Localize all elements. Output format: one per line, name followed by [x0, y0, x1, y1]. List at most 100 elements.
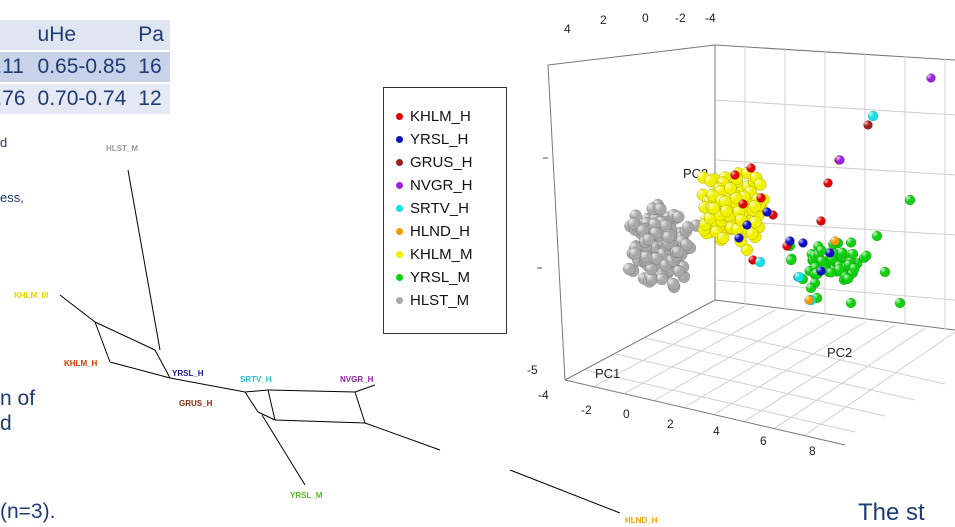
pca-point-highlight: [742, 181, 750, 189]
pca-point-highlight: [848, 249, 855, 256]
legend-item: NVGR_H: [396, 177, 473, 194]
note-fragment: d: [0, 135, 8, 150]
pca-point-highlight: [755, 257, 762, 264]
tree-label-yrsl-h: YRSL_H: [172, 369, 204, 378]
pca-point-highlight: [660, 259, 668, 267]
pca-point-highlight: [749, 216, 758, 224]
pca-point-highlight: [817, 256, 824, 263]
pca-point-highlight: [672, 246, 680, 254]
legend-dot-icon: [396, 273, 403, 281]
pca-point-highlight: [699, 201, 707, 209]
legend-item: KHLM_M: [396, 246, 473, 263]
tree-label-khlm-m: KHLM_M: [14, 291, 49, 300]
pca-point-highlight: [823, 179, 830, 185]
pca-point-highlight: [835, 156, 842, 162]
pca-point-highlight: [905, 195, 912, 202]
legend-dot-icon: [396, 296, 403, 304]
pca-point-highlight: [640, 251, 648, 259]
pca-point-highlight: [816, 217, 823, 223]
top-tick: 2: [600, 13, 607, 27]
tree-label-yrsl-m: YRSL_M: [290, 491, 323, 500]
legend-item: SRTV_H: [396, 200, 469, 217]
tree-label-grus-h: GRUS_H: [179, 399, 213, 408]
pc2-axis-label: PC2: [827, 345, 852, 360]
pca-point-highlight: [697, 172, 705, 180]
tree-label-nvgr-h: NVGR_H: [340, 375, 374, 384]
bottom-right-text: The st: [858, 499, 925, 526]
pca-points: [622, 73, 936, 309]
pca-point-highlight: [785, 237, 792, 243]
legend-dot-icon: [396, 204, 403, 212]
pca-point-highlight: [707, 190, 715, 198]
pca-point-highlight: [825, 249, 832, 255]
legend-dot-icon: [396, 135, 403, 143]
pca-point-highlight: [733, 206, 741, 214]
pca-point-highlight: [647, 203, 655, 211]
legend-label: YRSL_M: [410, 269, 471, 286]
pca-point-highlight: [628, 218, 636, 226]
top-tick: -2: [675, 11, 686, 25]
pca-point-highlight: [813, 241, 820, 248]
pca-point-highlight: [680, 239, 689, 247]
pca-point-highlight: [704, 212, 712, 220]
pca-point-highlight: [806, 283, 813, 290]
pca-point-highlight: [811, 262, 818, 269]
pca-point-highlight: [863, 121, 870, 127]
pca-point-highlight: [880, 267, 887, 274]
pca-point-highlight: [804, 295, 811, 302]
pc1-axis-label: PC1: [595, 366, 620, 381]
legend-dot-icon: [396, 158, 403, 166]
pca-point-highlight: [682, 221, 690, 229]
pca-point-highlight: [717, 177, 725, 185]
pca-point-highlight: [739, 200, 745, 206]
legend-dot-icon: [396, 227, 403, 235]
pca-point-highlight: [846, 298, 853, 305]
pca-point-highlight: [735, 234, 741, 240]
pca-point-highlight: [826, 267, 833, 274]
pca-point-highlight: [673, 265, 681, 274]
pca-point-highlight: [805, 266, 811, 273]
body-text-fragment: d: [0, 412, 12, 435]
pca-point-highlight: [708, 202, 716, 210]
pca-point-highlight: [730, 192, 738, 200]
pca-point-highlight: [629, 242, 638, 250]
bottom-tick: 6: [760, 434, 767, 448]
pca-point-highlight: [643, 234, 651, 242]
tree-label-khlm-h: KHLM_H: [64, 359, 98, 368]
pca-legend: KHLM_H YRSL_H GRUS_H NVGR_H SRTV_H HLND_…: [383, 87, 507, 334]
pca-point-highlight: [672, 211, 681, 219]
pca-point-highlight: [798, 239, 805, 245]
pca-point-highlight: [637, 225, 645, 233]
table-header-row: uHe Pa: [0, 20, 170, 51]
legend-dot-icon: [396, 181, 403, 189]
pca-point-highlight: [651, 253, 659, 261]
pca-point-highlight: [720, 205, 729, 213]
pca-point-highlight: [717, 232, 725, 240]
top-tick: 0: [642, 11, 649, 25]
bottom-tick: 2: [667, 417, 674, 431]
legend-label: KHLM_M: [410, 246, 473, 263]
pca-point-highlight: [850, 263, 856, 270]
legend-label: NVGR_H: [410, 177, 473, 194]
pca-point-highlight: [830, 237, 837, 243]
pca-point-highlight: [726, 222, 734, 230]
pca-point-highlight: [757, 194, 763, 200]
pca-point-highlight: [697, 189, 705, 197]
pca-point-highlight: [649, 218, 657, 227]
table-header-cell: uHe: [31, 20, 133, 51]
pca-point-highlight: [837, 248, 844, 255]
legend-item: KHLM_H: [396, 108, 471, 125]
pca-point-highlight: [732, 223, 740, 231]
pca-point-highlight: [844, 260, 851, 267]
legend-item: YRSL_M: [396, 269, 470, 286]
pca-point-highlight: [872, 231, 879, 238]
pca-point-highlight: [638, 273, 646, 281]
bottom-tick: -2: [581, 403, 592, 417]
legend-label: HLND_H: [410, 223, 471, 240]
top-tick: 4: [564, 22, 571, 36]
bottom-tick: 4: [713, 424, 720, 438]
top-tick: -4: [705, 11, 716, 25]
pca-point-highlight: [747, 164, 753, 170]
pca-point-highlight: [629, 248, 637, 256]
pca-point-highlight: [719, 196, 727, 204]
